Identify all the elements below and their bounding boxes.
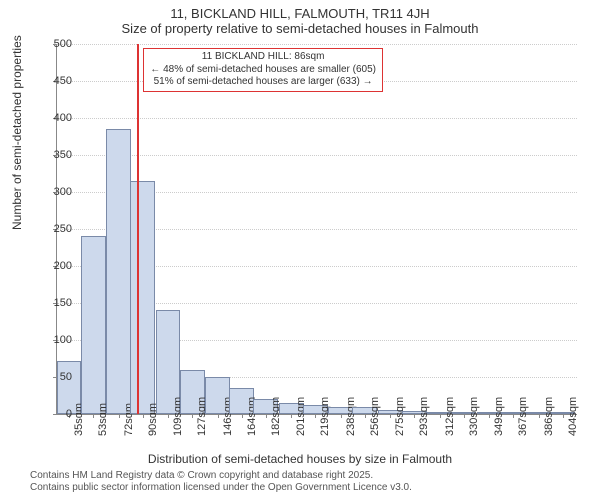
xtick-mark bbox=[563, 414, 564, 418]
reference-line bbox=[137, 44, 139, 414]
xtick-label: 201sqm bbox=[295, 397, 307, 436]
histogram-bar bbox=[130, 181, 155, 414]
xtick-label: 256sqm bbox=[369, 397, 381, 436]
xtick-label: 312sqm bbox=[444, 397, 456, 436]
xtick-label: 275sqm bbox=[394, 397, 406, 436]
footer-line-1: Contains HM Land Registry data © Crown c… bbox=[30, 470, 412, 482]
annotation-line: 51% of semi-detached houses are larger (… bbox=[150, 76, 376, 89]
xtick-mark bbox=[93, 414, 94, 418]
xtick-label: 349sqm bbox=[493, 397, 505, 436]
chart-title: 11, BICKLAND HILL, FALMOUTH, TR11 4JH bbox=[0, 6, 600, 21]
ytick-label: 0 bbox=[32, 408, 72, 420]
xtick-mark bbox=[266, 414, 267, 418]
histogram-bar bbox=[106, 129, 131, 414]
ytick-label: 350 bbox=[32, 149, 72, 161]
xtick-mark bbox=[242, 414, 243, 418]
annotation-line: ← 48% of semi-detached houses are smalle… bbox=[150, 64, 376, 77]
xtick-mark bbox=[390, 414, 391, 418]
gridline bbox=[57, 155, 577, 156]
ytick-label: 300 bbox=[32, 186, 72, 198]
xtick-mark bbox=[513, 414, 514, 418]
plot-area: 35sqm53sqm72sqm90sqm109sqm127sqm146sqm16… bbox=[56, 44, 577, 415]
ytick-label: 250 bbox=[32, 223, 72, 235]
attribution-footer: Contains HM Land Registry data © Crown c… bbox=[30, 470, 412, 494]
xtick-label: 367sqm bbox=[517, 397, 529, 436]
xtick-mark bbox=[291, 414, 292, 418]
xtick-mark bbox=[168, 414, 169, 418]
xtick-label: 404sqm bbox=[567, 397, 579, 436]
ytick-label: 400 bbox=[32, 112, 72, 124]
xtick-mark bbox=[341, 414, 342, 418]
chart-subtitle: Size of property relative to semi-detach… bbox=[0, 21, 600, 36]
xtick-mark bbox=[365, 414, 366, 418]
footer-line-2: Contains public sector information licen… bbox=[30, 482, 412, 494]
xtick-mark bbox=[192, 414, 193, 418]
xtick-label: 238sqm bbox=[345, 397, 357, 436]
xtick-mark bbox=[440, 414, 441, 418]
xtick-mark bbox=[414, 414, 415, 418]
xtick-mark bbox=[489, 414, 490, 418]
ytick-label: 450 bbox=[32, 75, 72, 87]
x-axis-label: Distribution of semi-detached houses by … bbox=[0, 452, 600, 466]
xtick-label: 330sqm bbox=[468, 397, 480, 436]
xtick-mark bbox=[143, 414, 144, 418]
xtick-mark bbox=[315, 414, 316, 418]
xtick-mark bbox=[464, 414, 465, 418]
xtick-label: 219sqm bbox=[319, 397, 331, 436]
ytick-label: 100 bbox=[32, 334, 72, 346]
xtick-label: 293sqm bbox=[418, 397, 430, 436]
ytick-label: 150 bbox=[32, 297, 72, 309]
xtick-mark bbox=[539, 414, 540, 418]
y-axis-label: Number of semi-detached properties bbox=[10, 35, 24, 230]
gridline bbox=[57, 118, 577, 119]
chart-title-block: 11, BICKLAND HILL, FALMOUTH, TR11 4JH Si… bbox=[0, 0, 600, 36]
annotation-box: 11 BICKLAND HILL: 86sqm← 48% of semi-det… bbox=[143, 48, 383, 92]
gridline bbox=[57, 44, 577, 45]
xtick-mark bbox=[218, 414, 219, 418]
ytick-label: 500 bbox=[32, 38, 72, 50]
xtick-label: 386sqm bbox=[543, 397, 555, 436]
ytick-label: 50 bbox=[32, 371, 72, 383]
annotation-line: 11 BICKLAND HILL: 86sqm bbox=[150, 51, 376, 64]
xtick-mark bbox=[119, 414, 120, 418]
histogram-bar bbox=[81, 236, 106, 414]
ytick-label: 200 bbox=[32, 260, 72, 272]
